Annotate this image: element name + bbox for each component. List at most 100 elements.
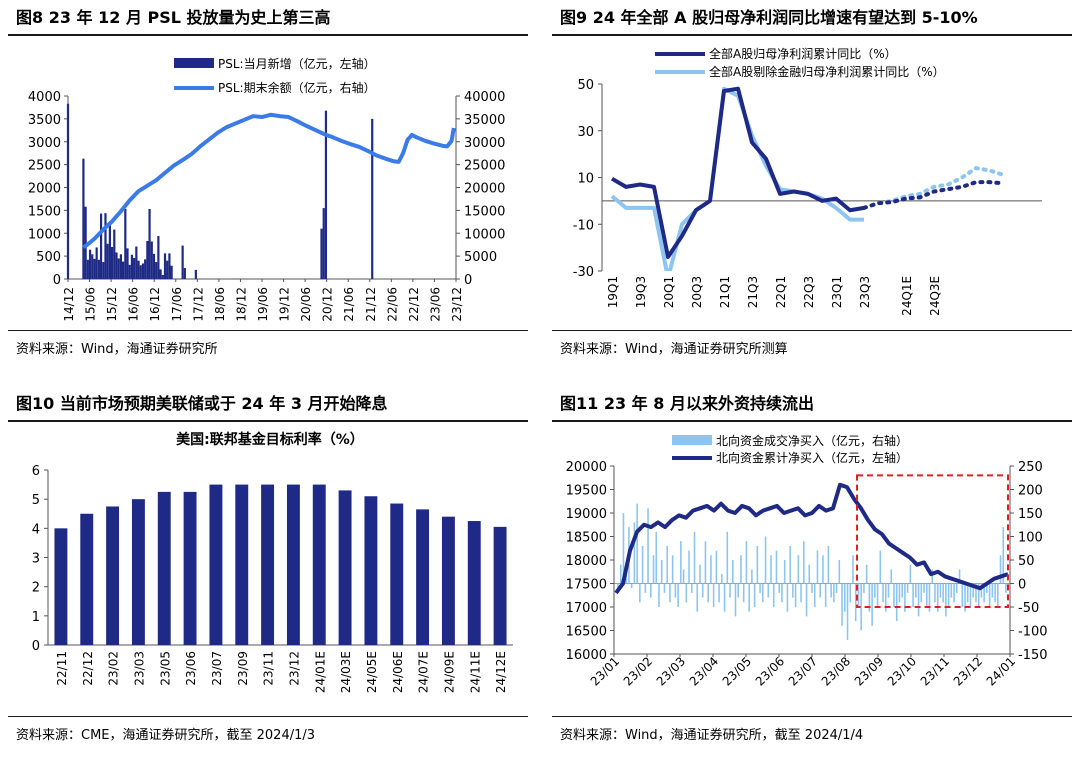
fig8-bar (148, 209, 151, 279)
fig11-flow-bar (925, 583, 928, 607)
fig10-x-tick-label: 22/11 (55, 651, 69, 686)
fig11-flow-bar (636, 503, 638, 584)
fig8-bar (108, 222, 111, 279)
fig10-x-tick-label: 23/09 (236, 651, 250, 686)
fig8-bar (104, 213, 107, 279)
fig8-bar (320, 228, 323, 279)
fig11-left-tick-label: 18500 (566, 531, 607, 546)
fig8-bar (82, 158, 85, 279)
fig11-flow-bar (912, 583, 914, 607)
fig10-x-tick-label: 24/09E (442, 651, 456, 693)
fig9-x-tick-label: 21Q1 (718, 276, 732, 308)
fig11-flow-bar (841, 583, 843, 626)
fig10-bar (80, 513, 94, 645)
fig8-bar (110, 246, 114, 279)
fig9-x-tick-label: 20Q3 (690, 276, 704, 308)
fig10-bar (493, 526, 507, 645)
fig9-x-tick-label: 24Q3E (928, 276, 942, 316)
fig10-x-tick-label: 24/05E (365, 651, 379, 693)
fig11-flow-bar (994, 583, 996, 603)
fig8-bar (130, 254, 134, 279)
fig11-flow-bar (647, 508, 649, 584)
fig11-flow-bar (775, 550, 778, 584)
fig9-y-tick-label: -10 (573, 218, 594, 233)
fig11-flow-bar (939, 583, 942, 598)
fig8-bar (183, 268, 186, 279)
fig11-flow-bar (737, 583, 740, 598)
fig11-flow-bar (710, 555, 712, 584)
fig10-bar (235, 484, 249, 645)
fig11-flow-bar (857, 583, 860, 607)
fig11-flow-bar (690, 583, 693, 593)
fig11-flow-bar (753, 583, 756, 607)
fig11-flow-bar (685, 583, 688, 603)
fig11-right-tick-label: 0 (1018, 578, 1026, 593)
fig9-x-tick-label: 23Q1 (830, 276, 844, 308)
fig11-flow-bar (928, 583, 931, 612)
fig11-flow-bar (909, 564, 912, 584)
fig11-flow-bar (723, 583, 726, 612)
fig11-flow-bar (819, 583, 821, 598)
fig11-flow-bar (805, 583, 808, 617)
fig8-right-tick-label: 15000 (464, 204, 505, 219)
fig10-bar (106, 506, 120, 645)
fig10-x-tick-label: 24/07E (417, 651, 431, 693)
fig11-flow-bar (884, 583, 887, 612)
fig8-panel: 图8 23 年 12 月 PSL 投放量为史上第三高 0 500 1000 1500 2… (8, 0, 528, 372)
fig9-y-tick-label: 10 (577, 172, 594, 187)
fig8-bar (122, 261, 125, 279)
fig11-flow-bar (652, 555, 655, 584)
fig11-flow-bar (931, 569, 934, 584)
fig11-left-tick-label: 17500 (566, 578, 607, 593)
fig11-flow-bar (630, 583, 633, 589)
fig10-y-tick-label: 1 (32, 610, 40, 625)
fig8-x-tick-label: 22/12 (407, 287, 421, 322)
fig8-left-tick-label: 3000 (28, 136, 61, 151)
fig9-y-tick-label: -30 (573, 265, 594, 280)
fig10-x-tick-label: 24/01E (313, 651, 327, 693)
fig11-flow-bar (745, 541, 748, 584)
fig11-flow-bar (835, 583, 838, 593)
fig11-flow-bar (800, 583, 802, 603)
fig11-flow-bar (822, 555, 824, 584)
fig8-bar (106, 243, 109, 279)
fig10-bar (364, 496, 378, 645)
fig11-flow-bar (920, 583, 923, 603)
fig11-flow-bar (961, 583, 964, 607)
fig8-bar (124, 209, 127, 279)
fig10-y-tick-label: 0 (32, 639, 40, 654)
fig11-flow-bar (852, 555, 854, 584)
fig8-bar (88, 249, 92, 279)
fig10-bar (286, 484, 300, 645)
fig10-x-tick-label: 23/07 (210, 651, 224, 686)
fig11-flow-bar (778, 583, 781, 593)
fig10-x-tick-label: 23/11 (262, 651, 276, 686)
fig8-bar (66, 103, 70, 279)
fig11-legend-cumulative-label: 北向资金累计净买入（亿元，左轴） (716, 450, 908, 465)
fig11-flow-bar (991, 583, 994, 598)
fig11-flow-bar (958, 569, 961, 584)
fig9-x-tick-label: 19Q3 (634, 276, 648, 308)
fig11-flow-bar (830, 583, 832, 598)
fig10-y-tick-label: 3 (32, 552, 40, 567)
fig8-bar (163, 253, 167, 279)
fig11-flow-bar (764, 536, 767, 584)
fig9-chart: -30 -10 10 30 50 19Q1 19Q3 20Q1 20Q3 21Q1 21Q3 22Q1… (573, 46, 1042, 316)
fig11-flow-bar (953, 583, 955, 603)
fig11-flow-bar (682, 569, 685, 584)
fig8-bar (155, 262, 158, 279)
fig10-bar (183, 491, 197, 645)
fig8-bar (133, 257, 136, 279)
fig10-source: 资料来源：CME，海通证券研究所，截至 2024/1/3 (16, 728, 316, 743)
fig11-flow-bar (906, 583, 909, 593)
fig11-flow-bar (794, 583, 797, 607)
fig8-bar (99, 213, 103, 279)
fig11-flow-bar (901, 583, 903, 598)
fig8-x-tick-label: 19/06 (256, 287, 270, 322)
fig8-bar (194, 269, 197, 279)
fig9-all-a-line (610, 86, 865, 259)
fig11-flow-bar (988, 583, 991, 607)
fig8-right-tick-label: 0 (464, 273, 472, 288)
fig9-ex-fin-line (610, 86, 864, 271)
fig8-x-tick-label: 23/12 (450, 287, 464, 322)
